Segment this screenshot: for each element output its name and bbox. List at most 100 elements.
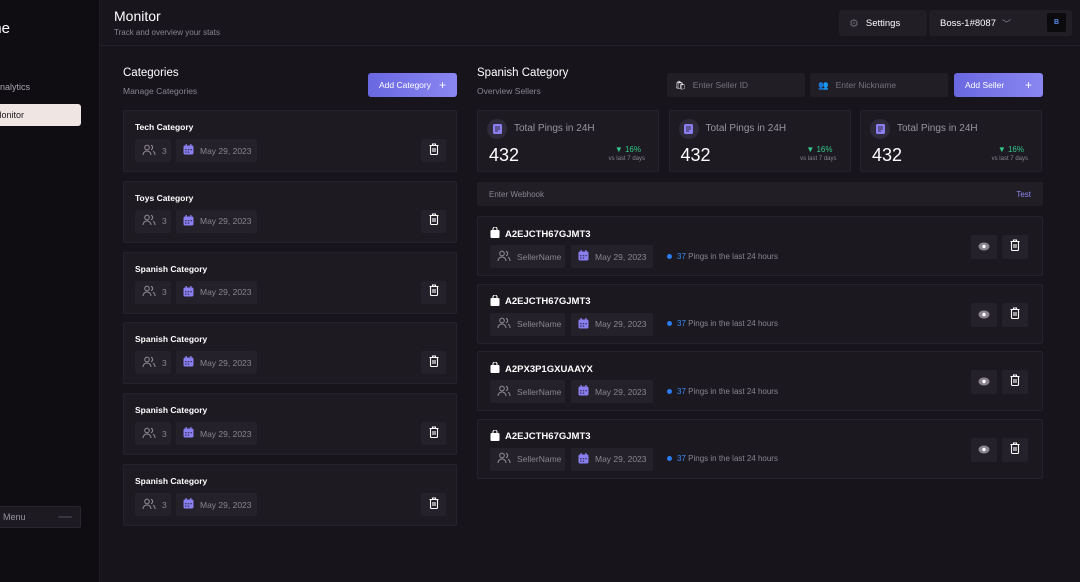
delete-button[interactable] bbox=[421, 209, 446, 233]
date-chip: May 29, 2023 bbox=[176, 422, 257, 446]
member-count: 3 bbox=[162, 428, 167, 439]
members-chip: 3 bbox=[135, 209, 171, 233]
button-label: Add Seller bbox=[965, 80, 1005, 90]
calendar-icon bbox=[183, 356, 194, 369]
date-chip: May 29, 2023 bbox=[571, 447, 653, 471]
user-dropdown[interactable]: Boss-1#8087 ﹀ B bbox=[929, 10, 1072, 36]
trash-icon bbox=[429, 354, 439, 372]
category-card[interactable]: Spanish Category 3 May 29, 2023 bbox=[123, 251, 457, 314]
sidebar-item-monitor[interactable]: Monitor bbox=[0, 104, 81, 126]
seller-name-chip: SellerName bbox=[490, 447, 565, 471]
trash-icon bbox=[1010, 306, 1020, 324]
calendar-icon bbox=[578, 452, 589, 466]
document-icon bbox=[487, 119, 507, 139]
delete-button[interactable] bbox=[1002, 235, 1028, 259]
users-icon bbox=[142, 498, 156, 512]
users-icon bbox=[497, 385, 511, 399]
members-chip: 3 bbox=[135, 139, 171, 162]
date: May 29, 2023 bbox=[595, 251, 647, 262]
users-icon bbox=[497, 317, 511, 331]
document-icon bbox=[678, 119, 699, 139]
arrow-down-icon: ▼ bbox=[614, 145, 625, 154]
pings-text: Pings in the last 24 hours bbox=[688, 454, 778, 463]
date: May 29, 2023 bbox=[200, 216, 252, 227]
toggle-knob bbox=[58, 516, 72, 518]
trash-icon bbox=[1010, 441, 1020, 459]
seller-card[interactable]: A2EJCTH67GJMT3 SellerName May 29, 2023 3… bbox=[477, 283, 1043, 344]
seller-id: A2EJCTH67GJMT3 bbox=[490, 293, 591, 309]
add-category-button[interactable]: Add Category + bbox=[368, 73, 457, 97]
delete-button[interactable] bbox=[1002, 437, 1028, 462]
pings-info: 37 Pings in the last 24 hours bbox=[667, 384, 778, 398]
category-card[interactable]: Spanish Category 3 May 29, 2023 bbox=[123, 464, 457, 526]
category-card[interactable]: Spanish Category 3 May 29, 2023 bbox=[123, 393, 457, 456]
eye-icon bbox=[978, 373, 990, 391]
change-value: 16% bbox=[624, 145, 641, 154]
test-button[interactable]: Test bbox=[1016, 189, 1031, 199]
delete-button[interactable] bbox=[421, 493, 446, 516]
settings-button[interactable]: ⚙ Settings bbox=[839, 10, 927, 36]
stat-value: 432 bbox=[680, 145, 711, 165]
stat-compare: vs last 7 days bbox=[800, 156, 837, 162]
users-icon: 👥 bbox=[818, 79, 829, 90]
stat-label: Total Pings in 24H bbox=[514, 123, 595, 134]
members-chip: 3 bbox=[135, 351, 171, 375]
delete-button[interactable] bbox=[421, 422, 446, 446]
member-count: 3 bbox=[162, 499, 167, 510]
member-count: 3 bbox=[162, 216, 167, 227]
delete-button[interactable] bbox=[421, 351, 446, 375]
calendar-icon bbox=[183, 214, 194, 228]
pings-text: Pings in the last 24 hours bbox=[688, 386, 778, 396]
view-button[interactable] bbox=[971, 235, 997, 259]
page-subtitle: Track and overview your stats bbox=[114, 28, 220, 37]
sidebar: Name Analytics Monitor Menu bbox=[0, 0, 100, 582]
sidebar-item-analytics[interactable]: Analytics bbox=[0, 76, 81, 98]
category-card[interactable]: Spanish Category 3 May 29, 2023 bbox=[123, 322, 457, 385]
placeholder: Enter Nickname bbox=[835, 80, 897, 90]
sidebar-item-label: Analytics bbox=[0, 82, 31, 92]
delete-button[interactable] bbox=[421, 280, 446, 304]
bag-icon bbox=[490, 226, 500, 241]
delete-button[interactable] bbox=[1002, 370, 1028, 394]
calendar-icon bbox=[183, 498, 194, 511]
delete-button[interactable] bbox=[1002, 302, 1028, 327]
menu-toggle[interactable]: Menu bbox=[0, 506, 81, 528]
view-button[interactable] bbox=[971, 302, 997, 327]
seller-name-chip: SellerName bbox=[490, 380, 565, 403]
date: May 29, 2023 bbox=[595, 386, 647, 397]
seller-id-text: A2PX3P1GXUAAYX bbox=[505, 363, 593, 375]
seller-card[interactable]: A2EJCTH67GJMT3 SellerName May 29, 2023 3… bbox=[477, 418, 1043, 479]
trash-icon bbox=[429, 425, 439, 443]
ping-count: 37 bbox=[677, 319, 686, 328]
date: May 29, 2023 bbox=[200, 428, 252, 439]
category-card[interactable]: Toys Category 3 May 29, 2023 bbox=[123, 180, 457, 243]
sellers-subtitle: Overview Sellers bbox=[477, 86, 541, 96]
status-dot bbox=[667, 253, 672, 259]
date-chip: May 29, 2023 bbox=[571, 380, 653, 403]
username: Boss-1#8087 bbox=[940, 17, 996, 29]
category-name: Spanish Category bbox=[135, 476, 208, 486]
seller-card[interactable]: A2PX3P1GXUAAYX SellerName May 29, 2023 3… bbox=[477, 351, 1043, 411]
seller-id-input[interactable]: 🛍 Enter Seller ID bbox=[667, 73, 805, 97]
pings-info: 37 Pings in the last 24 hours bbox=[667, 452, 778, 466]
view-button[interactable] bbox=[971, 370, 997, 394]
stat-compare: vs last 7 days bbox=[608, 156, 645, 162]
add-seller-button[interactable]: Add Seller + bbox=[954, 73, 1043, 97]
view-button[interactable] bbox=[971, 437, 997, 462]
calendar-icon bbox=[183, 285, 194, 299]
nickname-input[interactable]: 👥 Enter Nickname bbox=[810, 73, 948, 97]
ping-count: 37 bbox=[677, 454, 686, 463]
seller-card[interactable]: A2EJCTH67GJMT3 SellerName May 29, 2023 3… bbox=[477, 216, 1043, 276]
arrow-down-icon: ▼ bbox=[997, 145, 1008, 154]
seller-id: A2EJCTH67GJMT3 bbox=[490, 428, 591, 444]
eye-icon bbox=[978, 306, 990, 324]
pings-info: 37 Pings in the last 24 hours bbox=[667, 317, 778, 331]
date-chip: May 29, 2023 bbox=[176, 493, 257, 516]
stat-card: Total Pings in 24H 432 ▼ 16% vs last 7 d… bbox=[668, 110, 851, 172]
delete-button[interactable] bbox=[421, 139, 446, 162]
ping-count: 37 bbox=[677, 386, 686, 396]
date: May 29, 2023 bbox=[200, 357, 252, 368]
gear-icon: ⚙ bbox=[849, 17, 859, 30]
category-card[interactable]: Tech Category 3 May 29, 2023 bbox=[123, 110, 457, 172]
webhook-input[interactable]: Enter Webhook Test bbox=[477, 182, 1043, 206]
